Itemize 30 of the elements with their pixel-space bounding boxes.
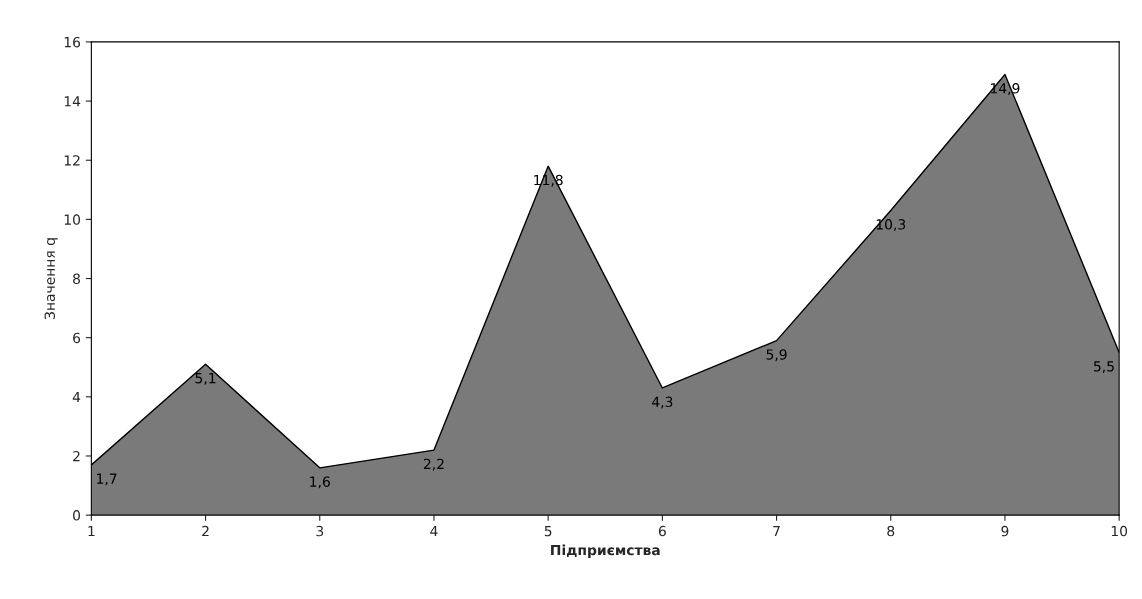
x-tick-label: 2 xyxy=(202,525,209,537)
x-tick-label: 6 xyxy=(658,525,666,537)
y-tick-label: 6 xyxy=(73,332,81,344)
data-label: 5,1 xyxy=(195,373,216,385)
data-label: 2,2 xyxy=(423,458,444,471)
x-tick-label: 5 xyxy=(544,525,552,537)
y-tick-label: 8 xyxy=(73,273,80,285)
data-label: 10,3 xyxy=(876,219,906,232)
x-tick-label: 7 xyxy=(773,525,780,537)
y-tick-label: 0 xyxy=(73,510,81,521)
y-tick-label: 4 xyxy=(72,391,81,403)
data-label: 5,5 xyxy=(1093,361,1114,373)
x-tick-label: 4 xyxy=(430,525,438,537)
x-tick-label: 3 xyxy=(316,525,324,537)
y-tick-label: 16 xyxy=(64,36,81,48)
data-label: 5,9 xyxy=(766,349,787,362)
x-tick-label: 10 xyxy=(1111,525,1128,537)
y-tick-label: 10 xyxy=(64,214,81,225)
data-label: 1,7 xyxy=(97,473,117,486)
data-label: 1,6 xyxy=(310,476,330,489)
y-tick-label: 2 xyxy=(73,450,80,462)
y-tick-label: 14 xyxy=(64,96,81,107)
data-label: 4,3 xyxy=(652,396,673,409)
x-axis-title: Підприємства xyxy=(551,544,660,558)
data-label: 11,8 xyxy=(534,174,563,187)
y-tick-label: 12 xyxy=(64,155,80,166)
x-tick-label: 8 xyxy=(887,525,895,537)
x-tick-label: 1 xyxy=(88,525,95,537)
y-axis-title: Значення q xyxy=(44,238,58,320)
x-tick-label: 9 xyxy=(1001,525,1009,537)
